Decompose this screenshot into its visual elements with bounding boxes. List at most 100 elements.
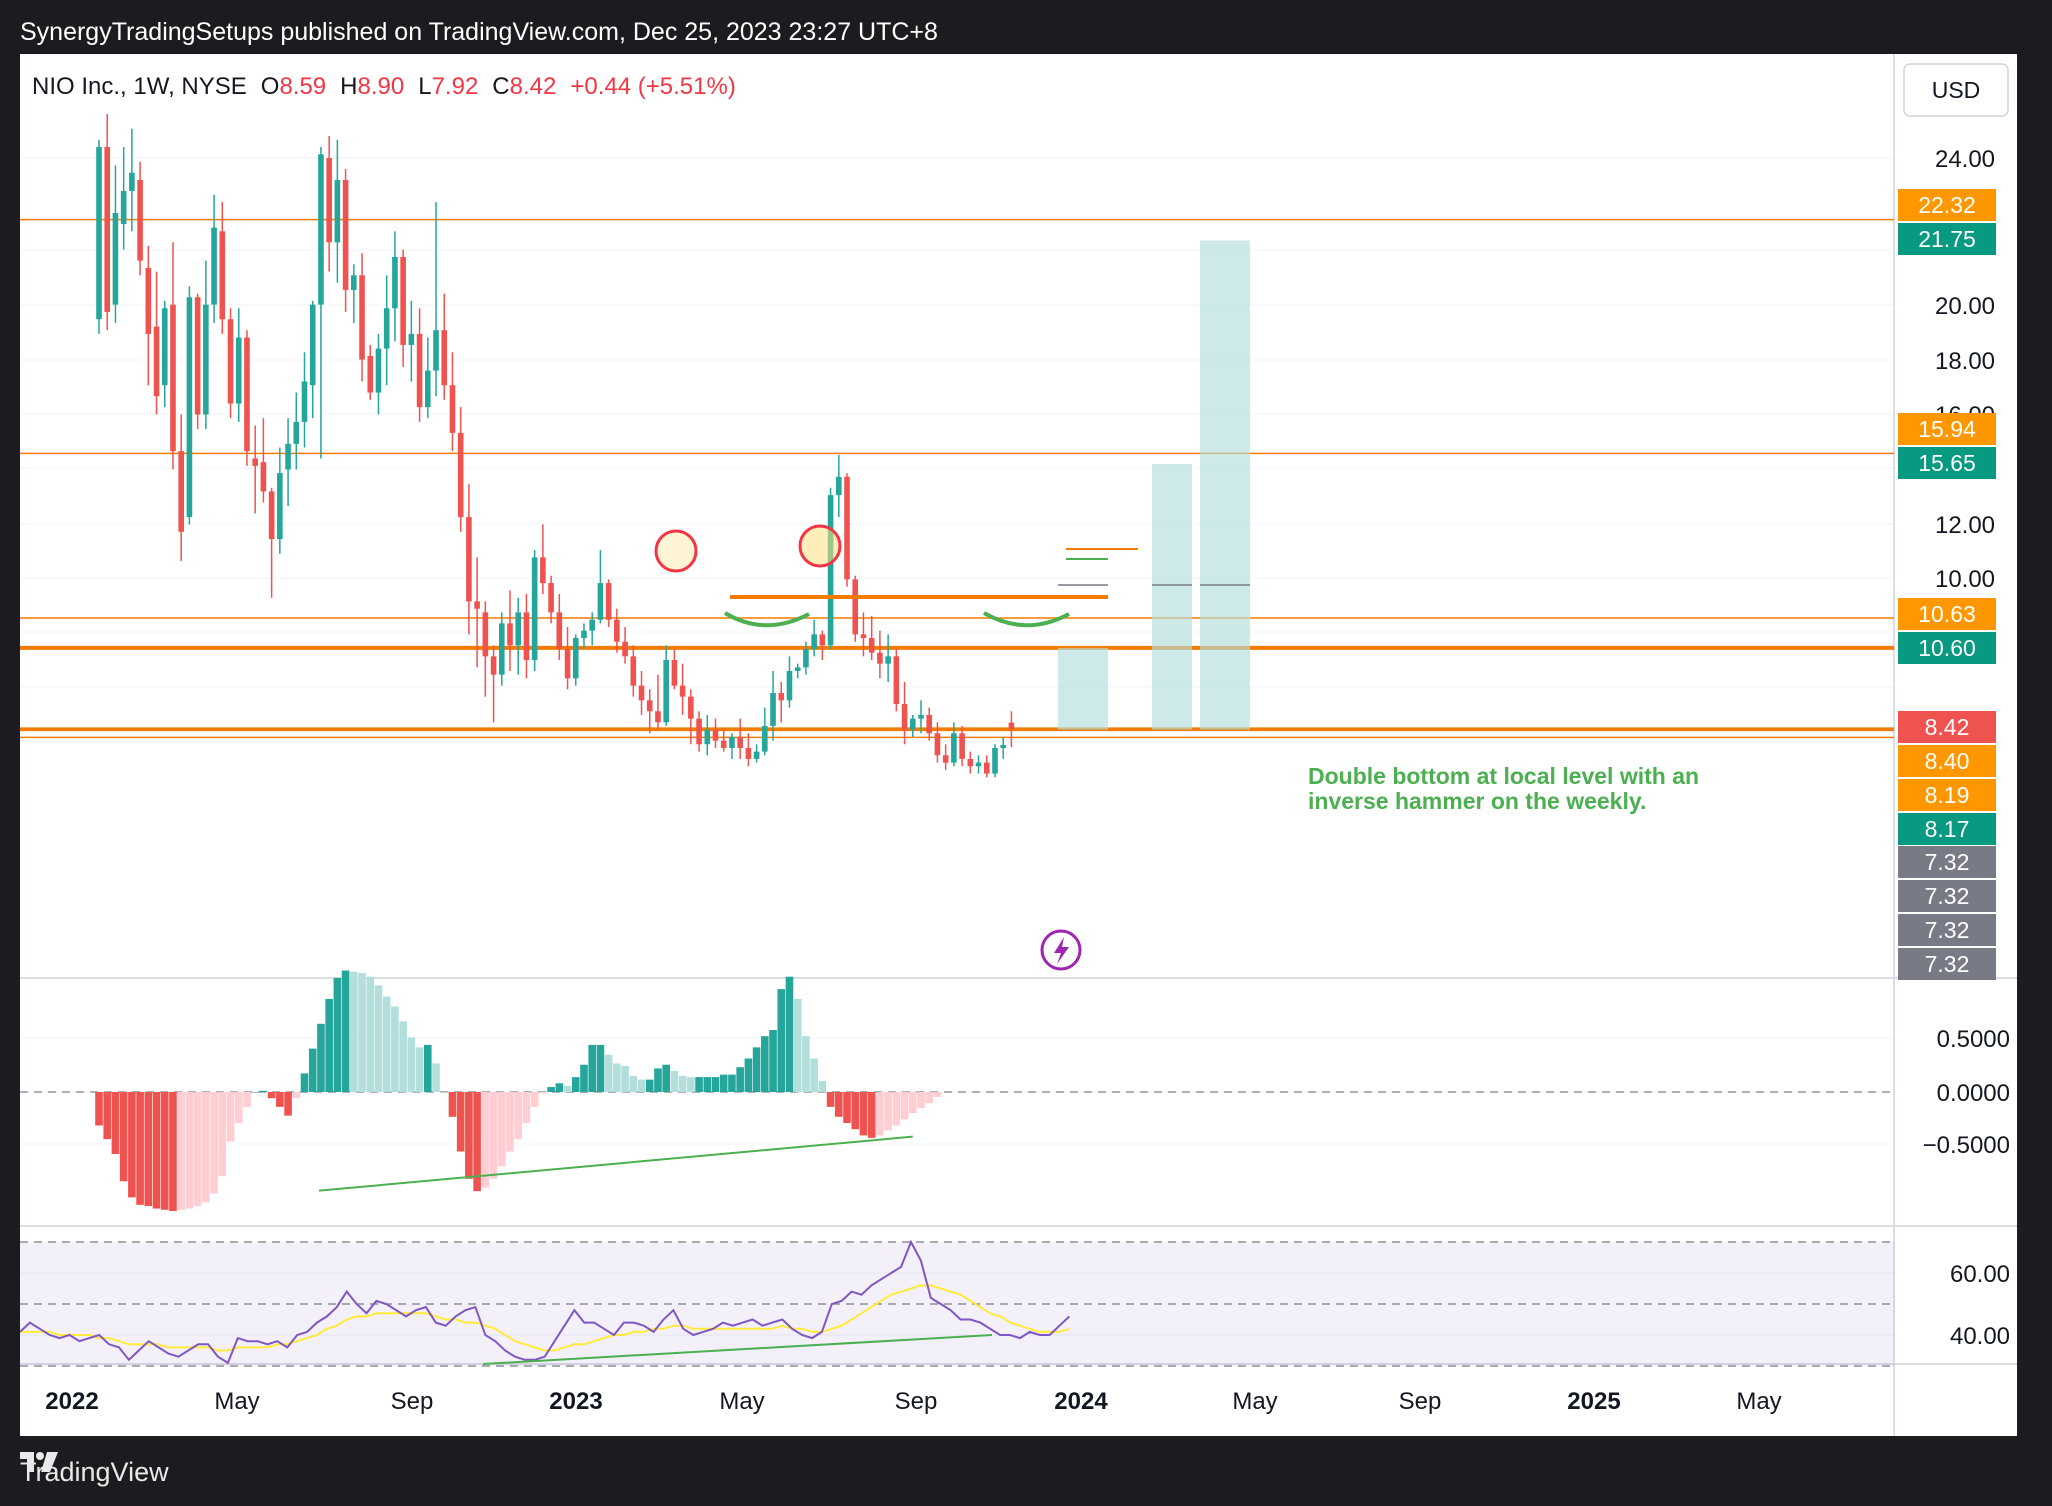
macd-bar [530, 1092, 539, 1107]
macd-bar [604, 1054, 613, 1092]
macd-bar [317, 1023, 325, 1092]
candle-body [235, 337, 242, 404]
price-tag-label: 8.17 [1925, 816, 1970, 842]
macd-bar [243, 1092, 251, 1107]
time-tick-label: 2025 [1567, 1388, 1620, 1415]
candle-body [540, 557, 546, 584]
candle-body [983, 762, 990, 774]
legend-interval: 1W [133, 73, 169, 100]
macd-bar [251, 1092, 259, 1093]
candle-body [211, 227, 217, 305]
macd-bar [300, 1073, 309, 1092]
position-boxes[interactable] [1058, 240, 1250, 730]
price-tag-label: 7.32 [1925, 951, 1970, 977]
macd-bar [119, 1092, 128, 1182]
macd-bar [654, 1068, 662, 1092]
price-tag-bg [1898, 948, 1996, 980]
macd-bar [908, 1092, 917, 1114]
macd-bar [399, 1021, 407, 1092]
legend-close: 8.42 [510, 73, 557, 100]
candle-body [655, 711, 661, 723]
price-tag-bg [1898, 745, 1996, 777]
macd-bar [325, 999, 333, 1092]
candle-body [786, 671, 793, 701]
macd-bar [835, 1092, 843, 1117]
time-tick-label: May [719, 1388, 764, 1415]
macd-bar [366, 976, 375, 1092]
macd-bar [333, 977, 342, 1092]
horizontal-levels [20, 218, 1894, 739]
currency-button[interactable]: USD [1903, 63, 2009, 117]
macd-bar [769, 1030, 777, 1092]
macd-bar [662, 1064, 670, 1092]
macd-bar [884, 1092, 892, 1131]
candle-body [729, 736, 735, 748]
price-tick-label: 20.00 [1935, 293, 1995, 320]
rsi-divergence-line [482, 1334, 993, 1365]
candle-body [901, 703, 908, 730]
candle-body [556, 612, 563, 650]
candle-body [614, 619, 620, 642]
price-tick-label: 24.00 [1935, 146, 1995, 173]
macd-bar [900, 1092, 909, 1120]
candle-body [293, 421, 300, 444]
macd-bar [111, 1092, 120, 1154]
candle-body [794, 667, 801, 671]
macd-bar [185, 1092, 194, 1209]
candle-body [194, 297, 201, 415]
candle-body [145, 267, 152, 334]
candle-body [375, 348, 382, 393]
price-tag-label: 8.42 [1925, 714, 1970, 740]
macd-bar [802, 1036, 810, 1092]
macd-bar [785, 976, 794, 1092]
macd-histogram [20, 970, 1894, 1212]
legend-symbol: NIO Inc. [32, 73, 120, 100]
price-tag-bg [1898, 447, 1996, 479]
candle-body [572, 638, 579, 679]
macd-bar [761, 1036, 769, 1092]
macd-bar [571, 1077, 580, 1092]
macd-bar [95, 1092, 103, 1126]
marker-circle-2 [798, 524, 842, 568]
candle-body [244, 337, 250, 452]
candle-body [441, 330, 448, 386]
macd-bar [308, 1048, 317, 1092]
macd-tick-label: 0.5000 [1937, 1026, 2010, 1053]
legend-exchange: NYSE [181, 73, 246, 100]
macd-bar [670, 1070, 679, 1092]
candle-body [597, 583, 604, 620]
rsi-tick-label: 60.00 [1950, 1261, 2010, 1288]
macd-bar [892, 1092, 901, 1126]
candle-body [523, 612, 530, 661]
time-tick-label: May [1736, 1388, 1781, 1415]
macd-bar [867, 1092, 876, 1138]
macd-bar [144, 1092, 153, 1207]
time-tick-label: May [214, 1388, 259, 1415]
chart-svg[interactable]: 10.0012.0014.0016.0018.0020.0024.000.500… [20, 54, 2017, 1436]
price-tag-bg [1898, 598, 1996, 630]
macd-bar [440, 1092, 449, 1093]
macd-bar [226, 1092, 235, 1142]
lightning-marker[interactable] [1040, 929, 1082, 971]
candle-body [466, 517, 472, 602]
price-tag-bg [1898, 813, 1996, 845]
macd-tick-label: 0.0000 [1937, 1080, 2010, 1107]
chart-area[interactable]: 10.0012.0014.0016.0018.0020.0024.000.500… [20, 54, 2017, 1436]
candle-body [342, 180, 349, 290]
bottom-curve-2 [983, 611, 1070, 628]
macd-bar [736, 1067, 744, 1092]
candle-body [219, 231, 226, 320]
candle-body [170, 304, 176, 452]
candlestick-series [96, 114, 1015, 778]
macd-bar [629, 1075, 638, 1092]
price-tag-label: 10.60 [1918, 635, 1976, 661]
legend-change: +0.44 (+5.51%) [570, 73, 735, 100]
macd-bar [818, 1080, 827, 1092]
candle-body [646, 700, 653, 712]
time-tick-label: 2024 [1054, 1388, 1108, 1415]
candle-body [909, 718, 916, 730]
macd-bar [851, 1092, 860, 1130]
macd-bar [719, 1074, 728, 1092]
macd-bar [382, 996, 391, 1092]
candle-body [416, 333, 423, 408]
